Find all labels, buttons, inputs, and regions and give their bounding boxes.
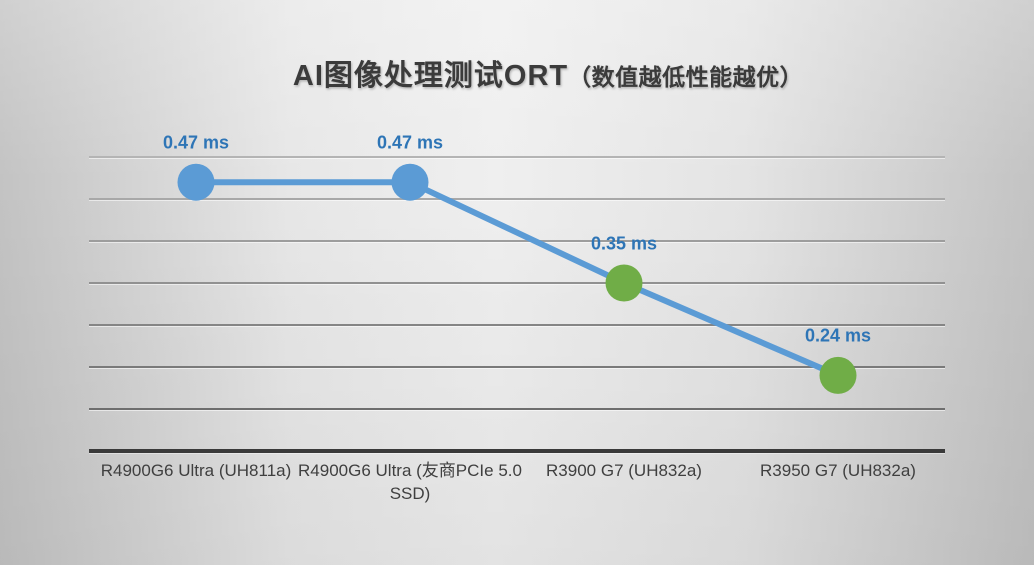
gridline xyxy=(89,408,945,410)
data-point-label: 0.47 ms xyxy=(376,132,444,153)
chart-title-note: （数值越低性能越优） xyxy=(568,64,804,90)
data-point-label: 0.35 ms xyxy=(590,233,658,254)
category-label: R3950 G7 (UH832a) xyxy=(760,461,916,480)
data-point-marker xyxy=(391,163,429,201)
gridline xyxy=(89,156,945,158)
gridline xyxy=(89,324,945,326)
gridline xyxy=(89,282,945,284)
gridline xyxy=(89,366,945,368)
chart-title: AI图像处理测试ORT（数值越低性能越优） xyxy=(0,52,1034,94)
gridline xyxy=(89,198,945,200)
data-point-marker xyxy=(819,356,857,394)
data-point-marker xyxy=(605,264,643,302)
chart-title-text: AI图像处理测试ORT xyxy=(292,60,569,92)
category-label: R4900G6 Ultra (UH811a) xyxy=(100,461,292,480)
category-label: R3900 G7 (UH832a) xyxy=(546,461,702,480)
category-label: R4900G6 Ultra (友商PCIe 5.0 SSD) xyxy=(298,461,522,503)
data-point-marker xyxy=(177,163,215,201)
x-axis-line xyxy=(89,449,945,453)
series-line xyxy=(196,179,840,379)
data-point-label: 0.24 ms xyxy=(804,325,872,346)
gridline xyxy=(89,240,945,242)
data-point-label: 0.47 ms xyxy=(162,132,230,153)
